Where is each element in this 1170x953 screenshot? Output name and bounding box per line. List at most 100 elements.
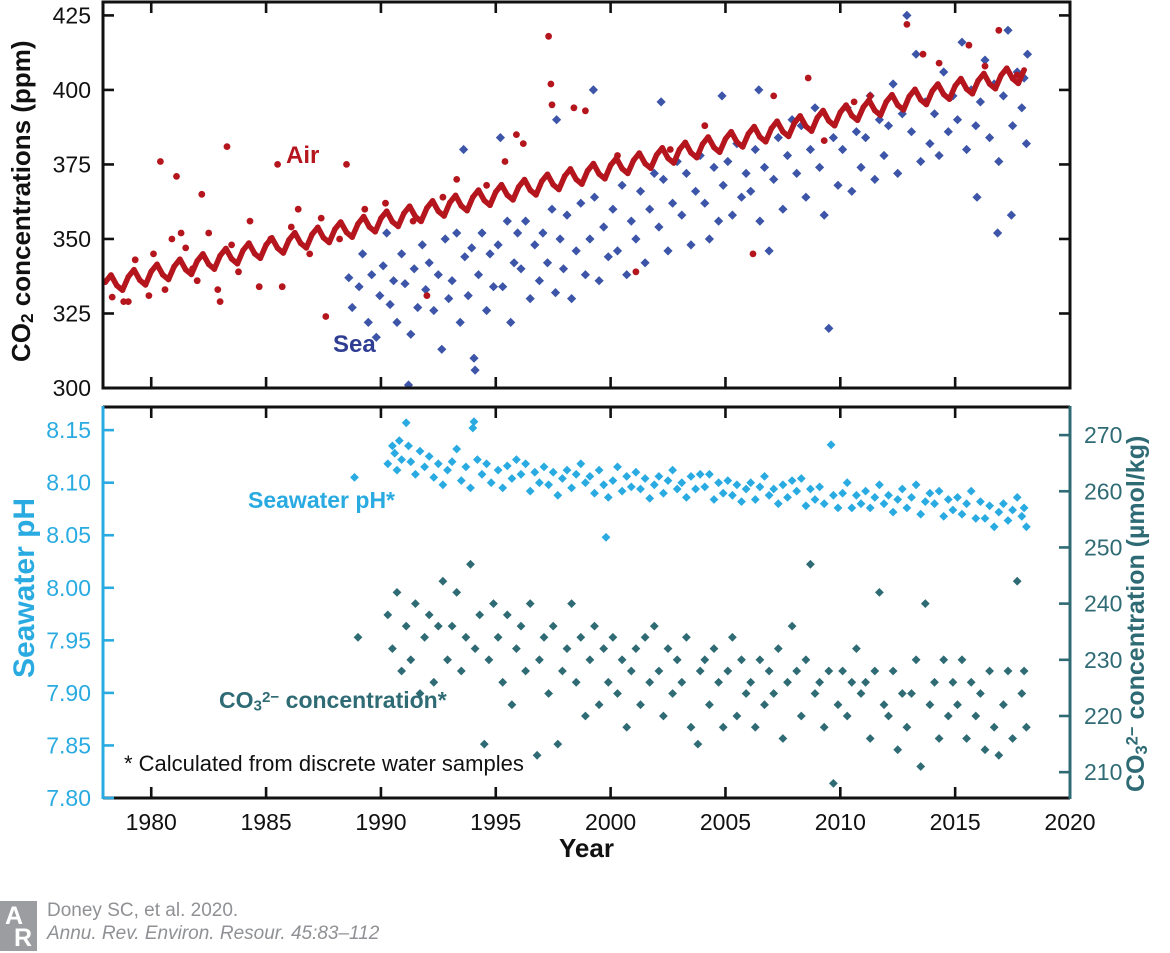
data-point-diamond — [608, 204, 618, 214]
data-point-diamond — [796, 711, 806, 721]
data-point-diamond — [989, 722, 999, 732]
top-panel-frame — [101, 0, 1072, 390]
data-point-diamond — [438, 576, 448, 586]
data-point-diamond — [672, 484, 682, 494]
data-point-diamond — [746, 677, 756, 687]
data-point-diamond — [654, 666, 664, 676]
data-point-diamond — [953, 493, 962, 502]
data-point-diamond — [608, 632, 618, 642]
data-point-diamond — [962, 499, 971, 509]
tick-label: 1990 — [355, 809, 406, 835]
data-point-diamond — [993, 228, 1003, 238]
data-point-diamond — [847, 186, 857, 196]
data-point-diamond — [741, 168, 751, 178]
data-point-diamond — [700, 482, 710, 492]
data-point-diamond — [810, 103, 820, 113]
data-point-diamond — [433, 270, 443, 280]
data-point-diamond — [728, 632, 737, 642]
data-point-diamond — [443, 465, 452, 475]
data-point-air — [614, 152, 621, 159]
data-point-diamond — [463, 291, 473, 301]
data-point-air — [182, 244, 190, 252]
data-point-diamond — [622, 722, 632, 732]
data-point-diamond — [732, 711, 742, 721]
data-point-diamond — [888, 666, 898, 676]
data-point-diamond — [460, 252, 470, 262]
data-point-diamond — [727, 210, 737, 220]
data-point-air — [131, 256, 139, 264]
data-point-diamond — [486, 478, 496, 488]
tick-label: 8.10 — [46, 470, 91, 496]
data-point-air — [1013, 71, 1021, 79]
data-point-diamond — [677, 677, 687, 687]
data-point-diamond — [796, 121, 806, 131]
data-point-diamond — [388, 441, 397, 451]
data-point-diamond — [962, 734, 971, 743]
data-point-diamond — [585, 472, 595, 481]
data-point-diamond — [796, 474, 806, 483]
data-point-diamond — [723, 476, 733, 485]
data-point-diamond — [957, 37, 967, 47]
tick-label: 7.90 — [46, 680, 91, 706]
data-point-diamond — [693, 739, 703, 749]
data-point-air — [205, 229, 213, 237]
data-point-air — [850, 98, 858, 106]
data-point-diamond — [649, 621, 659, 631]
data-point-diamond — [714, 677, 723, 687]
data-point-diamond — [663, 644, 673, 653]
data-point-diamond — [409, 264, 419, 274]
co2-axis-label: CO2 concentrations (ppm) — [6, 40, 38, 362]
data-point-diamond — [433, 621, 443, 631]
data-point-diamond — [502, 461, 512, 471]
data-point-diamond — [567, 483, 576, 493]
data-point-diamond — [521, 459, 530, 469]
data-point-diamond — [700, 655, 710, 665]
data-point-diamond — [594, 276, 604, 286]
data-point-diamond — [815, 162, 825, 172]
data-point-air — [995, 26, 1003, 34]
data-point-diamond — [943, 495, 953, 504]
data-point-diamond — [920, 599, 930, 608]
tick-label: 2000 — [585, 809, 636, 835]
data-point-diamond — [769, 484, 779, 494]
data-point-diamond — [769, 174, 779, 184]
tick-label: 270 — [1084, 422, 1122, 448]
data-point-air — [124, 298, 132, 305]
data-point-diamond — [534, 276, 544, 286]
data-point-diamond — [626, 666, 636, 676]
data-point-diamond — [468, 423, 478, 433]
data-point-diamond — [663, 246, 673, 256]
data-point-diamond — [452, 588, 462, 597]
data-point-diamond — [473, 270, 484, 280]
data-point-diamond — [815, 677, 824, 687]
data-point-diamond — [401, 418, 411, 428]
data-point-diamond — [852, 644, 861, 653]
data-point-diamond — [603, 677, 613, 687]
data-point-diamond — [741, 689, 751, 698]
data-point-diamond — [897, 689, 907, 698]
data-point-diamond — [778, 480, 788, 490]
data-point-diamond — [1019, 73, 1029, 83]
tick-label: 240 — [1084, 591, 1122, 617]
data-point-diamond — [833, 180, 843, 190]
data-point-diamond — [943, 711, 953, 721]
data-point-air — [965, 41, 973, 49]
data-point-diamond — [470, 365, 480, 375]
data-point-diamond — [792, 666, 802, 676]
data-point-air — [361, 205, 369, 213]
data-point-diamond — [649, 168, 659, 178]
data-point-diamond — [535, 478, 544, 488]
data-point-diamond — [411, 469, 420, 479]
data-point-air — [145, 292, 153, 299]
data-point-diamond — [512, 644, 521, 653]
data-point-diamond — [544, 480, 553, 490]
co3-axis-label: CO32− concentration (µmol/kg) — [1122, 435, 1151, 792]
data-point-air — [439, 193, 447, 201]
data-point-diamond — [495, 133, 505, 143]
data-point-diamond — [826, 440, 836, 450]
data-point-diamond — [589, 192, 600, 202]
data-point-diamond — [682, 632, 691, 642]
data-point-diamond — [525, 486, 535, 496]
data-point-air — [701, 122, 709, 130]
data-point-diamond — [971, 514, 981, 523]
